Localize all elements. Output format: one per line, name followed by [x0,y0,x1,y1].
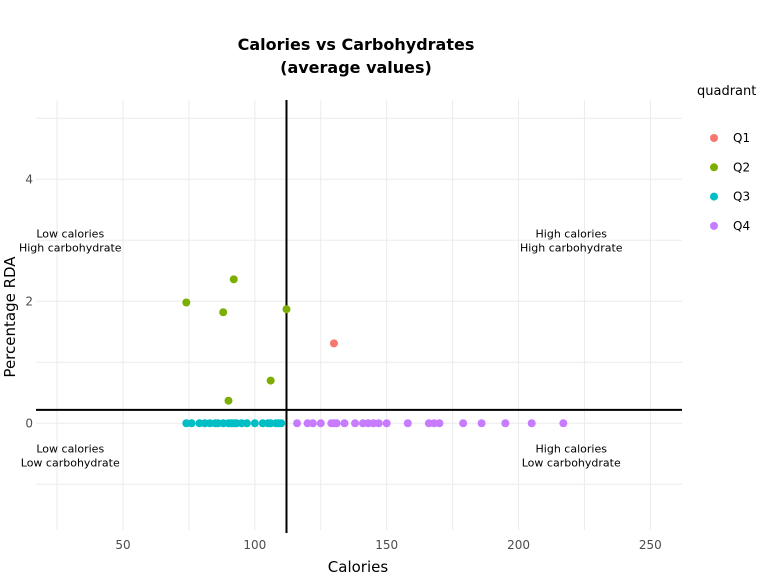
data-point-q4 [435,419,444,428]
data-point-q4 [477,419,486,428]
data-point-q4 [351,419,360,428]
annotation-line: High carbohydrate [520,241,623,254]
grid [36,100,682,530]
data-point-q4 [382,419,391,428]
legend-item-q3: Q3 [710,190,750,204]
legend-item-q1: Q1 [710,131,750,145]
data-point-q2 [224,396,233,405]
y-tick-label: 4 [25,172,33,186]
annotation-line: Low calories [36,443,104,456]
data-point-q4 [308,419,317,428]
data-point-q4 [403,419,412,428]
legend-marker [710,163,718,172]
data-point-q2 [229,275,238,284]
legend-label: Q3 [733,190,750,204]
data-point-q3 [250,419,259,428]
x-tick-label: 100 [243,538,266,552]
tick-labels: 50 100 150 200 250 0 2 4 [25,172,661,552]
legend-title: quadrant [697,84,756,99]
data-point-q2 [219,308,228,317]
legend: quadrant Q1 Q2 Q3 Q4 [697,84,756,233]
annotation-line: Low carbohydrate [522,457,621,470]
data-points [182,275,568,428]
annotation-line: High carbohydrate [19,241,122,254]
data-point-q2 [182,298,191,307]
y-axis-title: Percentage RDA [1,256,19,378]
legend-marker [710,221,718,230]
data-point-q1 [329,339,338,348]
annotation-line: Low carbohydrate [21,457,120,470]
legend-marker [710,134,718,142]
chart-title-line-1: Calories vs Carbohydrates [238,35,475,54]
data-point-q3 [277,419,286,428]
x-tick-label: 50 [115,538,130,552]
annotation-line: High calories [536,227,608,240]
data-point-q4 [293,419,302,428]
data-point-q3 [242,419,251,428]
data-point-q2 [282,305,291,314]
data-point-q4 [374,419,383,428]
chart-title-line-2: (average values) [280,58,432,77]
data-point-q4 [459,419,468,428]
data-point-q3 [187,419,196,428]
data-point-q4 [316,419,325,428]
legend-label: Q4 [733,219,750,233]
legend-item-q4: Q4 [710,219,750,233]
data-point-q4 [340,419,349,428]
x-axis-title: Calories [328,558,389,576]
data-point-q4 [527,419,536,428]
y-tick-label: 2 [25,294,33,308]
data-point-q4 [559,419,568,428]
y-tick-label: 0 [25,416,33,430]
x-tick-label: 200 [507,538,530,552]
reference-lines [36,100,682,533]
data-point-q2 [266,376,275,385]
legend-label: Q2 [733,160,750,174]
data-point-q4 [332,419,341,428]
x-tick-label: 150 [375,538,398,552]
legend-label: Q1 [733,131,750,145]
legend-marker [710,192,718,201]
data-point-q4 [501,419,510,428]
annotation-line: Low calories [36,227,104,240]
legend-item-q2: Q2 [710,160,750,174]
annotation-line: High calories [536,443,608,456]
x-tick-label: 250 [639,538,662,552]
